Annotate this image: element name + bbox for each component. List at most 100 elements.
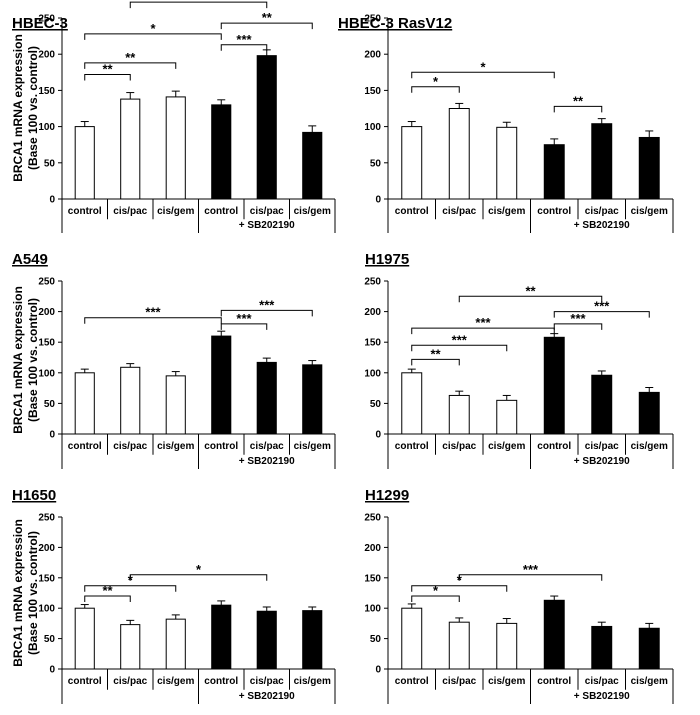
- y-tick-label: 50: [370, 399, 382, 410]
- significance-bracket: [84, 73, 131, 81]
- significance-label: ***: [259, 297, 275, 312]
- panel-title: H1975: [365, 251, 409, 268]
- y-tick-label: 50: [370, 158, 382, 169]
- significance-bracket: [553, 311, 650, 318]
- bar: [543, 599, 565, 670]
- significance-label: ***: [594, 299, 610, 314]
- panel-title: HBEC-3: [12, 15, 68, 32]
- significance-bracket: [411, 595, 460, 603]
- category-label: control: [68, 676, 102, 687]
- bar: [591, 374, 613, 435]
- bar: [120, 624, 141, 670]
- bar: [165, 618, 186, 670]
- significance-label: *: [433, 74, 439, 89]
- y-tick-label: 50: [370, 634, 382, 645]
- bar: [496, 622, 518, 670]
- category-label: cis/pac: [585, 206, 619, 217]
- significance-label: **: [262, 10, 273, 25]
- bar: [543, 144, 565, 200]
- significance-label: *: [480, 59, 486, 74]
- category-label: cis/gem: [157, 676, 194, 687]
- bar: [211, 335, 232, 435]
- category-label: cis/pac: [442, 441, 476, 452]
- significance-bracket: [84, 317, 222, 324]
- y-tick-label: 150: [38, 86, 55, 97]
- y-tick-label: 200: [364, 307, 381, 318]
- panel-5: H1650 0 50 100 150 200 250 control cis/pac cis/ge…: [12, 487, 336, 704]
- category-label: cis/gem: [631, 441, 668, 452]
- category-label: cis/gem: [631, 676, 668, 687]
- y-tick-label: 250: [364, 14, 381, 25]
- bar: [496, 126, 518, 200]
- y-tick-label: 0: [375, 430, 381, 441]
- significance-label: ***: [236, 32, 252, 47]
- y-tick-label: 250: [38, 277, 55, 288]
- category-label: cis/pac: [113, 206, 147, 217]
- significance-bracket: [84, 62, 177, 69]
- significance-bracket: [129, 574, 268, 581]
- category-label: cis/pac: [250, 441, 284, 452]
- y-tick-label: 250: [364, 277, 381, 288]
- category-label: control: [395, 676, 429, 687]
- y-tick-label: 50: [44, 399, 56, 410]
- bar: [74, 607, 95, 670]
- category-label: control: [395, 441, 429, 452]
- significance-label: ***: [523, 562, 539, 577]
- y-axis-label-row-2: BRCA1 mRNA expression (Base 100 vs. contr…: [11, 286, 40, 434]
- y-tick-label: 0: [375, 665, 381, 676]
- significance-label: *: [196, 562, 202, 577]
- y-tick-label: 200: [38, 307, 55, 318]
- category-label: control: [395, 206, 429, 217]
- bar: [256, 55, 277, 200]
- y-tick-label: 100: [38, 122, 55, 133]
- panel-title: HBEC-3 RasV12: [338, 15, 452, 32]
- category-label: control: [537, 206, 571, 217]
- bar: [496, 399, 518, 435]
- y-axis-label-line-1: BRCA1 mRNA expression: [11, 286, 25, 434]
- bar: [543, 336, 565, 435]
- category-label: cis/pac: [113, 441, 147, 452]
- bar: [638, 627, 660, 670]
- category-label: cis/pac: [113, 676, 147, 687]
- category-label: control: [204, 441, 238, 452]
- significance-label: **: [102, 61, 113, 76]
- y-tick-label: 50: [44, 634, 56, 645]
- y-tick-label: 200: [364, 50, 381, 61]
- bar: [591, 625, 613, 670]
- category-label: cis/pac: [250, 206, 284, 217]
- significance-bracket: [411, 585, 508, 592]
- group-label: + SB202190: [239, 220, 295, 231]
- y-tick-label: 100: [38, 604, 55, 615]
- significance-label: ***: [236, 311, 252, 326]
- significance-label: *: [433, 583, 439, 598]
- significance-bracket: [84, 585, 177, 592]
- bar: [256, 361, 277, 435]
- y-tick-label: 0: [49, 195, 55, 206]
- category-label: cis/gem: [631, 206, 668, 217]
- category-label: cis/gem: [294, 676, 331, 687]
- y-axis-label-line-2: (Base 100 vs. control): [26, 46, 40, 170]
- category-label: control: [537, 676, 571, 687]
- significance-bracket: [411, 358, 460, 366]
- significance-label: ***: [570, 311, 586, 326]
- category-label: cis/gem: [157, 206, 194, 217]
- significance-bracket: [220, 44, 268, 51]
- y-tick-label: 0: [49, 430, 55, 441]
- group-label: + SB202190: [239, 456, 295, 467]
- y-tick-label: 200: [364, 543, 381, 554]
- significance-bracket: [220, 323, 268, 330]
- y-tick-label: 150: [38, 573, 55, 584]
- significance-bracket: [129, 1, 268, 9]
- panel-2: HBEC-3 RasV12 0 50 100 150 200 250 control cis/p…: [338, 14, 674, 233]
- significance-label: ***: [452, 332, 468, 347]
- significance-bracket: [84, 33, 222, 40]
- y-axis-label-line-2: (Base 100 vs. control): [26, 531, 40, 655]
- panel-4: H1975 0 50 100 150 200 250 control cis/pac cis/ge…: [364, 251, 674, 469]
- y-tick-label: 250: [38, 513, 55, 524]
- panel-title: H1650: [12, 487, 56, 504]
- significance-bracket: [458, 295, 603, 303]
- bar: [74, 126, 95, 200]
- bar: [74, 372, 95, 435]
- panel-3: A549 0 50 100 150 200 250 control cis/pac cis/gem…: [12, 251, 336, 469]
- bar: [120, 366, 141, 435]
